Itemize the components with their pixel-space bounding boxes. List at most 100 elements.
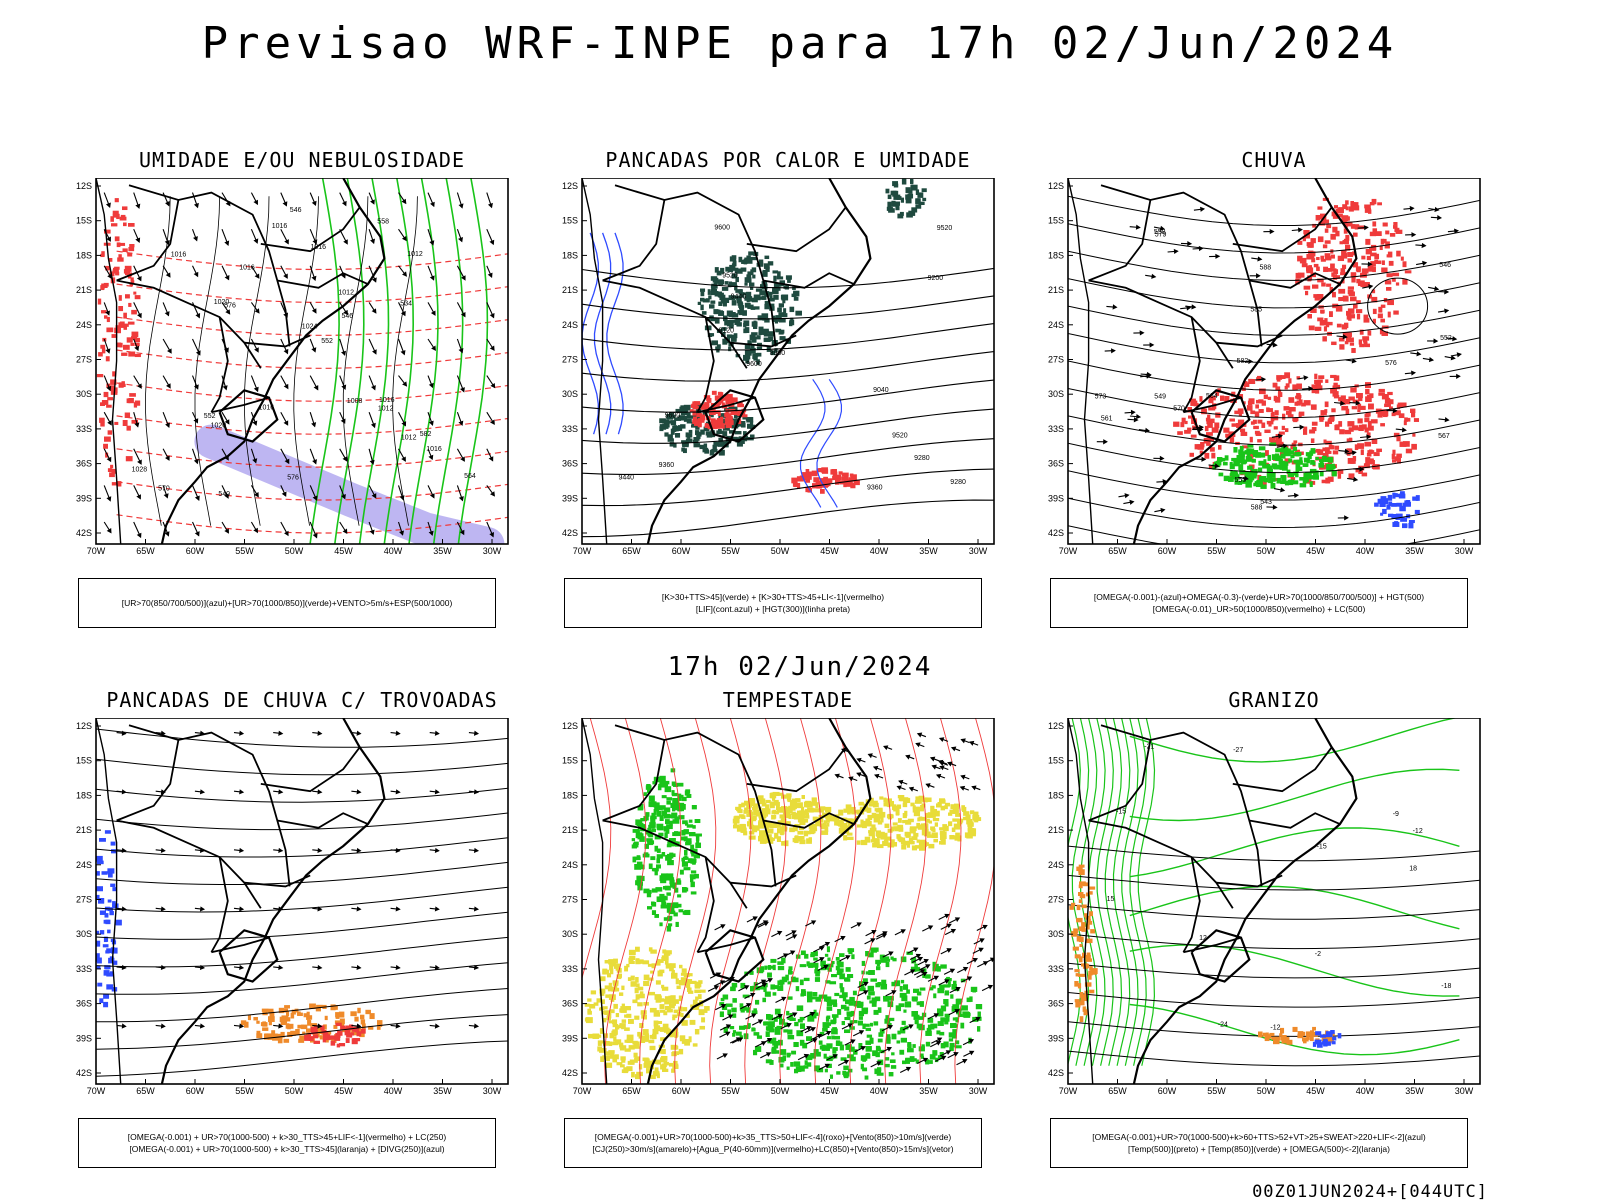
panel-title: PANCADAS DE CHUVA C/ TROVOADAS (62, 688, 542, 712)
contour-label: 9040 (873, 387, 889, 394)
legend-box: [OMEGA(-0.001) + UR>70(1000-500) + k>30_… (78, 1118, 496, 1168)
lat-label: 12S (562, 181, 578, 191)
lat-label: 42S (1048, 528, 1064, 538)
lon-label: 65W (622, 546, 641, 556)
contour-label: -9 (1393, 811, 1399, 818)
lon-label: 35W (1405, 546, 1424, 556)
lon-label: 35W (433, 546, 452, 556)
lat-label: 39S (76, 1033, 92, 1043)
lon-label: 45W (1306, 1086, 1325, 1096)
lon-label: 45W (334, 546, 353, 556)
legend-line: [Temp(500)](preto) + [Temp(850)](verde) … (1051, 1143, 1467, 1155)
legend-line: [CJ(250)>30m/s](amarelo)+[Agua_P(40-60mm… (565, 1143, 981, 1155)
lon-label: 65W (1108, 546, 1127, 556)
lat-label: 18S (562, 790, 578, 800)
panel-title: CHUVA (1034, 148, 1514, 172)
map-background (1068, 178, 1480, 544)
lon-label: 55W (1207, 1086, 1226, 1096)
lat-label: 36S (1048, 999, 1064, 1009)
map-granizo: -9-12-12-15-15-18-21-24-27121518-212S15S… (1034, 718, 1514, 1118)
legend-line: [OMEGA(-0.001)+UR>70(1000-500)+k>60+TTS>… (1051, 1131, 1467, 1143)
map-content (92, 718, 508, 1084)
legend-box: [OMEGA(-0.001)+UR>70(1000-500)+k>35_TTS>… (564, 1118, 982, 1168)
lat-label: 24S (76, 860, 92, 870)
contour-label: 9440 (731, 294, 747, 301)
lat-label: 30S (1048, 389, 1064, 399)
contour-label: 1012 (401, 435, 417, 442)
lat-label: 30S (76, 929, 92, 939)
lat-label: 30S (562, 929, 578, 939)
lon-label: 65W (136, 1086, 155, 1096)
lat-label: 12S (76, 721, 92, 731)
lat-label: 27S (562, 355, 578, 365)
lon-label: 35W (919, 1086, 938, 1096)
lon-label: 70W (1059, 546, 1078, 556)
lon-label: 55W (235, 1086, 254, 1096)
lat-label: 36S (1048, 459, 1064, 469)
contour-label: 9360 (659, 462, 675, 469)
lat-label: 18S (76, 790, 92, 800)
contour-label: 18 (1409, 866, 1417, 873)
lat-label: 27S (76, 895, 92, 905)
contour-label: 1028 (132, 466, 148, 473)
lon-label: 65W (1108, 1086, 1127, 1096)
contour-label: 576 (224, 303, 236, 310)
lat-label: 18S (562, 250, 578, 260)
contour-label: 552 (321, 338, 333, 345)
lat-label: 42S (562, 528, 578, 538)
lat-label: 12S (76, 181, 92, 191)
map-content: 9600960096009520952095209440944093609360… (582, 178, 994, 544)
lat-label: 39S (562, 1033, 578, 1043)
valid-time-title: 17h 02/Jun/2024 (0, 652, 1600, 682)
legend-line: [OMEGA(-0.001) + UR>70(1000-500) + k>30_… (79, 1131, 495, 1143)
contour-label: 15 (1107, 896, 1115, 903)
lon-label: 50W (285, 546, 304, 556)
contour-label: 567 (1438, 433, 1450, 440)
lon-label: 50W (771, 1086, 790, 1096)
map-content: 1012101610161020101610121016102010241028… (96, 178, 508, 544)
contour-label: 9360 (867, 485, 883, 492)
contour-label: 1012 (407, 251, 423, 258)
lat-label: 39S (76, 493, 92, 503)
lon-label: 45W (820, 1086, 839, 1096)
lat-label: 30S (1048, 929, 1064, 939)
legend-line: [OMEGA(-0.001) + UR>70(1000-500) + k>30_… (79, 1143, 495, 1155)
lat-label: 21S (562, 825, 578, 835)
contour-label: 9280 (914, 455, 930, 462)
map-umidade: 1012101610161020101610121016102010241028… (62, 178, 542, 578)
lat-label: 33S (562, 964, 578, 974)
run-id-footer: 00Z01JUN2024+[044UTC] (1252, 1182, 1488, 1202)
contour-label: 555 (1235, 477, 1247, 484)
legend-box: [OMEGA(-0.001)-(azul)+OMEGA(-0.3)-(verde… (1050, 578, 1468, 628)
lon-label: 70W (87, 546, 106, 556)
lat-label: 27S (1048, 895, 1064, 905)
lat-label: 12S (1048, 721, 1064, 731)
map-content (570, 718, 996, 1084)
contour-label: 9200 (928, 275, 944, 282)
lon-label: 70W (573, 1086, 592, 1096)
contour-label: 9280 (950, 479, 966, 486)
lon-label: 35W (1405, 1086, 1424, 1096)
lon-label: 50W (1257, 546, 1276, 556)
lon-label: 40W (1356, 1086, 1375, 1096)
lon-label: 50W (771, 546, 790, 556)
contour-label: 546 (342, 313, 354, 320)
contour-label: 9600 (714, 225, 730, 232)
lat-label: 24S (562, 320, 578, 330)
lon-label: 55W (721, 546, 740, 556)
lon-label: 60W (186, 1086, 205, 1096)
contour-label: 576 (287, 474, 299, 481)
main-title: Previsao WRF-INPE para 17h 02/Jun/2024 (0, 18, 1600, 69)
lat-label: 21S (76, 825, 92, 835)
contour-label: 561 (1101, 416, 1113, 423)
lat-label: 24S (562, 860, 578, 870)
contour-label: 549 (1154, 393, 1166, 400)
lon-label: 60W (672, 1086, 691, 1096)
legend-line: [OMEGA(-0.01)_UR>50(1000/850)(vermelho) … (1051, 603, 1467, 615)
contour-label: 588 (1260, 265, 1272, 272)
contour-label: 9520 (722, 273, 738, 280)
